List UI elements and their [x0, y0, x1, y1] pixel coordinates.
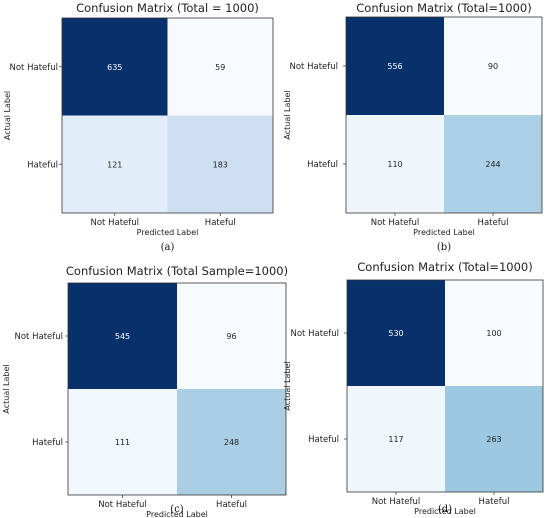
heatmap-cell-0-1 — [445, 280, 543, 386]
cell-value-0-0: 635 — [107, 63, 122, 72]
heatmap-cell-0-1 — [167, 18, 273, 116]
x-tick-label: Not Hateful — [98, 500, 147, 510]
heatmap-cell-0-0 — [62, 18, 168, 116]
y-tick-label: Not Hateful — [10, 63, 59, 73]
heatmap-cell-1-1 — [444, 115, 542, 213]
y-tick-label: Not Hateful — [290, 62, 339, 72]
x-tick-label: Hateful — [478, 218, 509, 228]
panel-caption: (c) — [170, 504, 184, 515]
y-axis-label: Actual Label — [2, 364, 11, 413]
x-tick-label: Hateful — [216, 500, 247, 510]
y-tick-label: Hateful — [308, 435, 339, 445]
cell-value-1-0: 111 — [115, 438, 130, 447]
heatmap-cell-0-0 — [346, 17, 444, 115]
cell-value-0-0: 556 — [387, 62, 402, 71]
cell-value-1-0: 121 — [107, 160, 122, 169]
y-axis-label: Actual Label — [283, 90, 292, 139]
heatmap-cell-1-0 — [346, 115, 444, 213]
heatmap-cell-1-0 — [62, 115, 168, 213]
cell-value-0-1: 90 — [488, 62, 498, 71]
x-tick-label: Not Hateful — [372, 497, 421, 507]
cell-value-1-1: 248 — [224, 438, 239, 447]
heatmap-cell-1-1 — [177, 389, 286, 495]
x-axis-label: Predicted Label — [146, 510, 208, 518]
x-axis-label: Predicted Label — [414, 507, 476, 516]
x-tick-label: Hateful — [205, 218, 236, 228]
y-tick-label: Not Hateful — [15, 332, 64, 342]
y-tick-label: Hateful — [27, 160, 58, 170]
chart-title: Confusion Matrix (Total=1000) — [357, 260, 532, 274]
heatmap-cell-0-0 — [68, 283, 177, 389]
x-axis-label: Predicted Label — [137, 228, 199, 237]
chart-title: Confusion Matrix (Total=1000) — [356, 1, 531, 15]
y-tick-label: Hateful — [32, 438, 63, 448]
y-axis-label: Actual Label — [283, 361, 292, 410]
y-axis-label: Actual Label — [3, 91, 12, 140]
heatmap-cell-1-1 — [445, 386, 543, 492]
cell-value-1-0: 117 — [388, 435, 403, 444]
plot-frame — [345, 16, 543, 214]
x-tick-label: Not Hateful — [371, 218, 420, 228]
x-tick-label: Hateful — [479, 497, 510, 507]
cell-value-1-1: 263 — [486, 435, 501, 444]
cell-value-1-1: 183 — [213, 160, 228, 169]
cell-value-0-1: 100 — [486, 329, 501, 338]
panel-caption: (b) — [437, 242, 451, 253]
y-tick-label: Hateful — [307, 160, 338, 170]
x-axis-label: Predicted Label — [413, 228, 475, 237]
cell-value-0-1: 59 — [215, 63, 225, 72]
plot-frame — [346, 279, 544, 493]
heatmap-cell-0-0 — [347, 280, 445, 386]
heatmap-cell-1-0 — [347, 386, 445, 492]
panel-caption: (d) — [438, 504, 452, 515]
heatmap-cell-1-1 — [167, 115, 273, 213]
cell-value-0-0: 530 — [388, 329, 403, 338]
cell-value-0-1: 96 — [226, 332, 236, 341]
plot-frame — [61, 17, 274, 214]
cell-value-0-0: 545 — [115, 332, 130, 341]
heatmap-cell-1-0 — [68, 389, 177, 495]
plot-frame — [67, 282, 287, 496]
x-tick-label: Not Hateful — [91, 218, 140, 228]
chart-title: Confusion Matrix (Total = 1000) — [76, 1, 259, 15]
heatmap-cell-0-1 — [444, 17, 542, 115]
cell-value-1-1: 244 — [485, 160, 500, 169]
heatmap-cell-0-1 — [177, 283, 286, 389]
y-tick-label: Not Hateful — [291, 329, 340, 339]
cell-value-1-0: 110 — [387, 160, 402, 169]
chart-title: Confusion Matrix (Total Sample=1000) — [66, 264, 288, 278]
panel-caption: (a) — [161, 242, 175, 253]
